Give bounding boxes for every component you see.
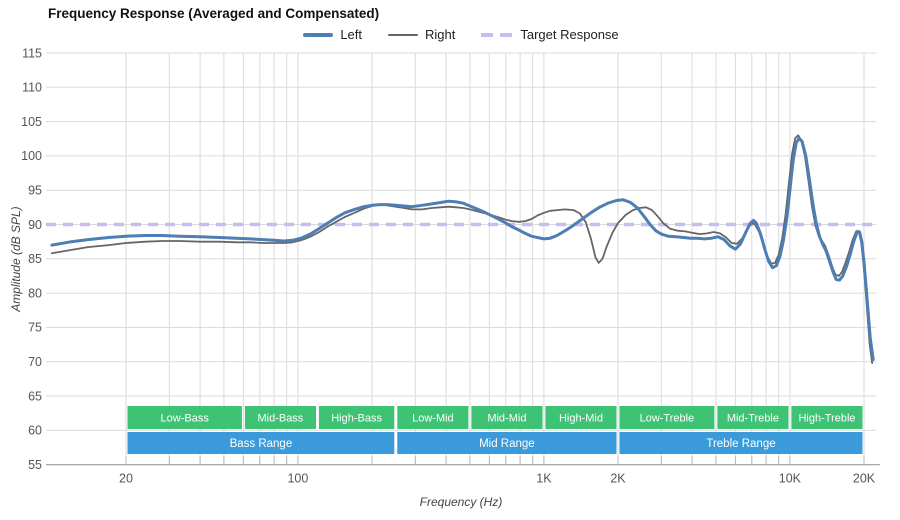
sub-band-label-mid-treble: Mid-Treble <box>727 413 779 425</box>
x-tick-label-1k: 1K <box>536 472 552 486</box>
sub-band-label-low-bass: Low-Bass <box>161 413 210 425</box>
main-band-mid-range <box>397 432 617 454</box>
sub-band-label-low-treble: Low-Treble <box>640 413 695 425</box>
legend-label-right: Right <box>425 27 456 42</box>
sub-band-low-treble <box>619 406 715 429</box>
sub-band-label-mid-bass: Mid-Bass <box>257 413 303 425</box>
sub-band-high-bass <box>318 406 395 429</box>
y-tick-label-70: 70 <box>28 355 42 369</box>
legend-label-left: Left <box>340 27 363 42</box>
sub-band-mid-treble <box>717 406 789 429</box>
x-tick-label-10k: 10K <box>779 472 802 486</box>
x-tick-label-20: 20 <box>119 472 133 486</box>
sub-band-label-high-bass: High-Bass <box>331 413 382 425</box>
y-tick-label-105: 105 <box>21 115 42 129</box>
main-band-label-treble-range: Treble Range <box>706 438 775 450</box>
x-axis-title: Frequency (Hz) <box>419 495 503 509</box>
sub-band-label-low-mid: Low-Mid <box>412 413 454 425</box>
legend-item-right[interactable]: Right <box>388 27 455 42</box>
legend-label-target: Target Response <box>520 27 619 42</box>
y-tick-label-115: 115 <box>22 46 42 60</box>
x-tick-label-2k: 2K <box>610 472 626 486</box>
y-tick-label-85: 85 <box>28 252 42 266</box>
sub-band-low-bass <box>127 406 242 429</box>
y-tick-label-55: 55 <box>28 458 42 472</box>
left-curve <box>50 136 875 362</box>
target-dash-swatch-icon <box>481 32 514 37</box>
x-tick-label-20k: 20K <box>853 472 876 486</box>
x-tick-label-100: 100 <box>287 472 308 486</box>
right-line-swatch-icon <box>388 33 419 36</box>
sub-band-high-mid <box>545 406 617 429</box>
sub-band-label-high-mid: High-Mid <box>559 413 603 425</box>
sub-band-low-mid <box>397 406 469 429</box>
sub-band-label-mid-mid: Mid-Mid <box>487 413 526 425</box>
sub-band-mid-mid <box>471 406 543 429</box>
chart-title: Frequency Response (Averaged and Compens… <box>48 6 380 21</box>
legend: Left Right Target Response <box>46 27 876 42</box>
y-tick-label-75: 75 <box>28 321 42 335</box>
y-tick-label-95: 95 <box>28 184 42 198</box>
left-line-swatch-icon <box>303 32 334 37</box>
y-tick-label-65: 65 <box>28 389 42 403</box>
y-tick-label-100: 100 <box>21 149 42 163</box>
right-curve <box>51 134 874 364</box>
main-band-label-bass-range: Bass Range <box>230 438 293 450</box>
main-band-treble-range <box>619 432 863 454</box>
y-tick-label-60: 60 <box>28 424 42 438</box>
y-axis-title: Amplitude (dB SPL) <box>9 206 23 312</box>
main-band-label-mid-range: Mid Range <box>479 438 535 450</box>
y-tick-label-110: 110 <box>22 81 42 95</box>
legend-item-target[interactable]: Target Response <box>481 27 619 42</box>
sub-band-label-high-treble: High-Treble <box>798 413 855 425</box>
sub-band-mid-bass <box>244 406 316 429</box>
sub-band-high-treble <box>791 406 863 429</box>
legend-item-left[interactable]: Left <box>303 27 362 42</box>
main-band-bass-range <box>127 432 395 454</box>
y-tick-label-90: 90 <box>28 218 42 232</box>
y-tick-label-80: 80 <box>28 286 42 300</box>
